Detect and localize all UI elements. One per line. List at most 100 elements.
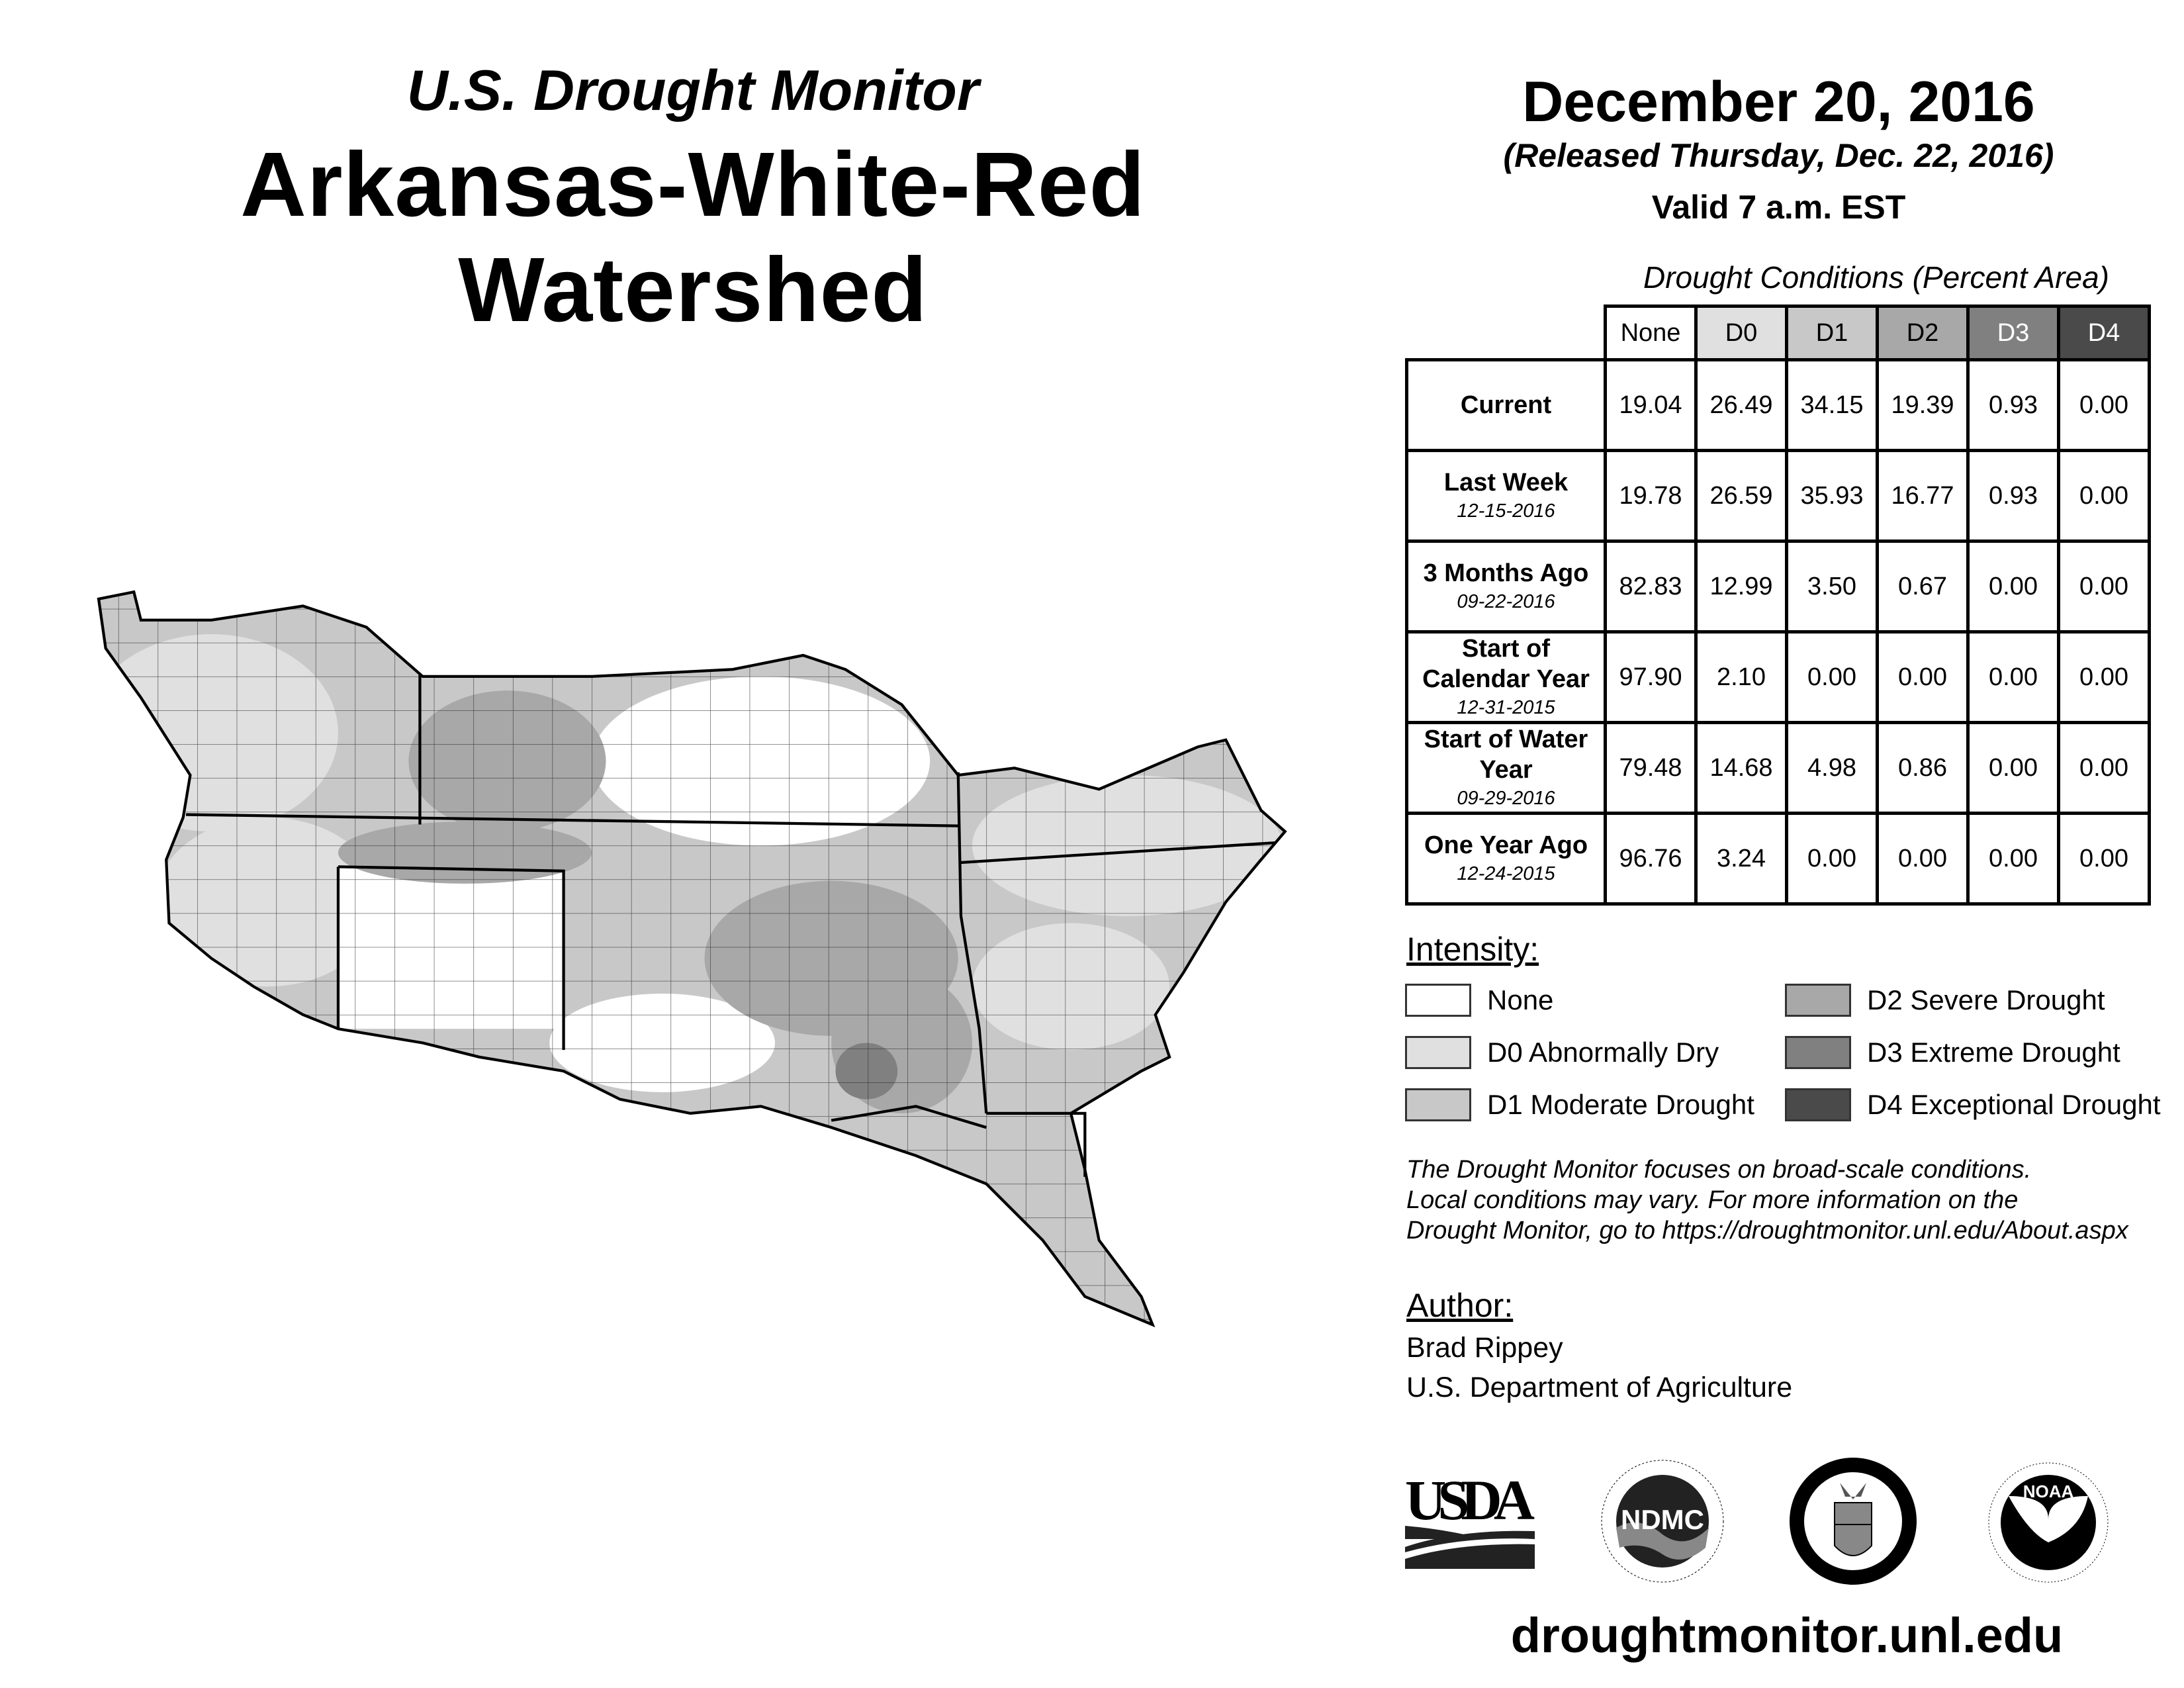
row-date: 12-31-2015 xyxy=(1457,697,1555,718)
map-subtitle: U.S. Drought Monitor xyxy=(406,59,979,122)
drought-conditions-table: None D0 D1 D2 D3 D4 Current 19.04 26.49 34.… xyxy=(1405,305,2151,906)
author-label: Author: xyxy=(1406,1287,1514,1324)
legend-label: None xyxy=(1487,984,1554,1015)
row-label-text: 3 Months Ago xyxy=(1423,559,1589,587)
table-cell-d4: 0.00 xyxy=(2057,539,2151,633)
legend-label: D1 Moderate Drought xyxy=(1487,1089,1754,1120)
table-cell-d3: 0.00 xyxy=(1966,812,2060,906)
table-cell-d4: 0.00 xyxy=(2057,449,2151,543)
website-url[interactable]: droughtmonitor.unl.edu xyxy=(1510,1608,2064,1663)
table-cell-d0: 3.24 xyxy=(1694,812,1788,906)
author-name: Brad Rippey xyxy=(1406,1332,1563,1364)
row-label-text: Last Week xyxy=(1443,469,1569,496)
table-cell-d2: 0.00 xyxy=(1876,812,1970,906)
table-cell-d0: 14.68 xyxy=(1694,721,1788,815)
disclaimer-line: Drought Monitor, go to https://droughtmo… xyxy=(1406,1217,2128,1244)
legend-swatch xyxy=(1405,1036,1471,1069)
col-d0: D0 xyxy=(1694,305,1788,361)
legend-swatch xyxy=(1785,984,1851,1017)
map-title: Arkansas-White-Red Watershed xyxy=(240,134,1146,341)
valid-time: Valid 7 a.m. EST xyxy=(1651,189,1906,226)
doc-seal-logo xyxy=(1790,1458,1917,1585)
watershed-outline xyxy=(97,590,1287,1328)
map-date: December 20, 2016 xyxy=(1522,70,2035,134)
table-header-row: None D0 D1 D2 D3 D4 xyxy=(1406,305,2151,361)
table-cell-d0: 12.99 xyxy=(1694,539,1788,633)
col-d3: D3 xyxy=(1966,305,2060,361)
table-row: Start of Water Year 09-29-2016 79.48 14.68 4… xyxy=(1405,721,2151,815)
legend-label: D3 Extreme Drought xyxy=(1867,1037,2120,1068)
row-label: Start of Calendar Year 12-31-2015 xyxy=(1405,630,1607,724)
table-cell-none: 19.04 xyxy=(1604,358,1698,452)
author-org: U.S. Department of Agriculture xyxy=(1406,1372,1793,1403)
table-cell-d4: 0.00 xyxy=(2057,812,2151,906)
table-cell-d0: 26.49 xyxy=(1694,358,1788,452)
table-title: Drought Conditions (Percent Area) xyxy=(1643,260,2109,295)
table-row: Current 19.04 26.49 34.15 19.39 0.93 0.00 xyxy=(1405,358,2151,452)
table-cell-d4: 0.00 xyxy=(2057,721,2151,815)
table-cell-d2: 0.86 xyxy=(1876,721,1970,815)
row-label: Last Week 12-15-2016 xyxy=(1405,449,1607,543)
table-cell-none: 79.48 xyxy=(1604,721,1698,815)
row-date: 09-29-2016 xyxy=(1457,788,1555,809)
table-cell-d3: 0.00 xyxy=(1966,630,2060,724)
table-cell-d2: 16.77 xyxy=(1876,449,1970,543)
watershed-map xyxy=(97,590,1287,1328)
table-cell-d3: 0.93 xyxy=(1966,449,2060,543)
table-row: Last Week 12-15-2016 19.78 26.59 35.93 16.77 0… xyxy=(1405,449,2151,543)
legend-item-d4: D4 Exceptional Drought xyxy=(1785,1088,2161,1121)
table-cell-d2: 0.00 xyxy=(1876,630,1970,724)
row-label-text: Current xyxy=(1460,391,1552,419)
row-date: 12-15-2016 xyxy=(1457,500,1555,522)
table-cell-d0: 2.10 xyxy=(1694,630,1788,724)
table-cell-d1: 34.15 xyxy=(1785,358,1879,452)
col-d2: D2 xyxy=(1876,305,1970,361)
ndmc-logo: NDMC xyxy=(1601,1460,1724,1583)
legend-swatch xyxy=(1405,1088,1471,1121)
release-date: (Released Thursday, Dec. 22, 2016) xyxy=(1503,137,2054,174)
col-d1: D1 xyxy=(1785,305,1879,361)
table-cell-d2: 0.67 xyxy=(1876,539,1970,633)
row-label: One Year Ago 12-24-2015 xyxy=(1405,812,1607,906)
table-cell-d4: 0.00 xyxy=(2057,630,2151,724)
table-row: 3 Months Ago 09-22-2016 82.83 12.99 3.50 0.67… xyxy=(1405,539,2151,633)
table-cell-none: 96.76 xyxy=(1604,812,1698,906)
disclaimer-line: Local conditions may vary. For more info… xyxy=(1406,1186,2019,1214)
table-cell-d2: 19.39 xyxy=(1876,358,1970,452)
usda-logo: USDA xyxy=(1405,1473,1535,1569)
row-label: Start of Water Year 09-29-2016 xyxy=(1405,721,1607,815)
legend-item-d2: D2 Severe Drought xyxy=(1785,984,2105,1017)
table-cell-d1: 4.98 xyxy=(1785,721,1879,815)
row-label: 3 Months Ago 09-22-2016 xyxy=(1405,539,1607,633)
table-cell-d3: 0.00 xyxy=(1966,539,2060,633)
col-none: None xyxy=(1604,305,1698,361)
table-cell-d4: 0.00 xyxy=(2057,358,2151,452)
legend-title: Intensity: xyxy=(1406,931,1539,968)
legend-item-d3: D3 Extreme Drought xyxy=(1785,1036,2120,1069)
table-cell-d0: 26.59 xyxy=(1694,449,1788,543)
row-date: 12-24-2015 xyxy=(1457,863,1555,884)
table-cell-d3: 0.93 xyxy=(1966,358,2060,452)
col-d4: D4 xyxy=(2057,305,2151,361)
table-cell-d1: 35.93 xyxy=(1785,449,1879,543)
legend-label: D0 Abnormally Dry xyxy=(1487,1037,1719,1068)
legend-swatch xyxy=(1785,1088,1851,1121)
state-boundaries xyxy=(185,673,1275,1177)
row-date: 09-22-2016 xyxy=(1457,591,1555,612)
usda-logo-text: USDA xyxy=(1405,1473,1535,1532)
legend-swatch xyxy=(1405,984,1471,1017)
legend-label: D2 Severe Drought xyxy=(1867,984,2105,1015)
noaa-logo: NOAA xyxy=(1988,1462,2109,1583)
table-row: Start of Calendar Year 12-31-2015 97.90 2.1… xyxy=(1405,630,2151,724)
table-cell-d1: 3.50 xyxy=(1785,539,1879,633)
disclaimer-line: The Drought Monitor focuses on broad-sca… xyxy=(1406,1156,2032,1184)
row-label: Current xyxy=(1405,358,1607,452)
ndmc-logo-text: NDMC xyxy=(1621,1504,1704,1535)
row-label-text: Start of Water Year xyxy=(1424,726,1588,784)
legend-item-d0: D0 Abnormally Dry xyxy=(1405,1036,1719,1069)
legend-swatch xyxy=(1785,1036,1851,1069)
row-label-text: One Year Ago xyxy=(1424,831,1588,859)
table-row: One Year Ago 12-24-2015 96.76 3.24 0.00 0.00 0… xyxy=(1405,812,2151,906)
table-cell-d1: 0.00 xyxy=(1785,630,1879,724)
table-cell-d1: 0.00 xyxy=(1785,812,1879,906)
